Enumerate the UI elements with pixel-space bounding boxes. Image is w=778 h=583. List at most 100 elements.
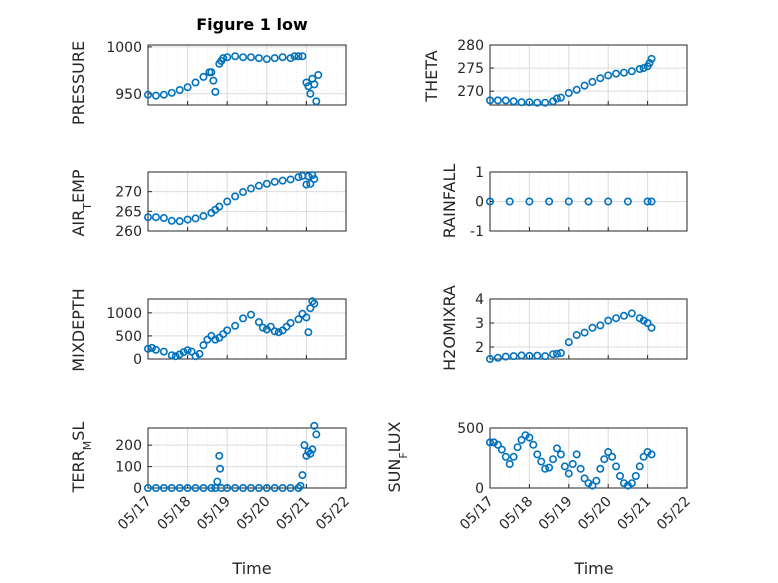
data-point xyxy=(159,214,168,223)
ytick-label: 2 xyxy=(475,340,484,356)
ytick-label: 0 xyxy=(133,352,142,368)
data-point xyxy=(552,444,561,453)
data-point xyxy=(647,54,656,63)
data-point xyxy=(183,346,192,355)
data-point xyxy=(580,328,589,337)
data-point xyxy=(239,483,248,492)
data-point xyxy=(525,197,534,206)
data-point xyxy=(219,54,228,63)
data-point xyxy=(187,347,196,356)
data-point xyxy=(497,445,506,454)
ytick-label: 0 xyxy=(475,481,484,497)
ytick-label: 1000 xyxy=(106,40,142,56)
ytick-label: 260 xyxy=(115,224,142,240)
data-point xyxy=(588,481,597,490)
data-point xyxy=(191,78,200,87)
data-point xyxy=(286,175,295,184)
ylabel-theta: THETA xyxy=(422,50,441,102)
data-point xyxy=(619,68,628,77)
data-point xyxy=(144,344,153,353)
axes-mixdepth: 0 500 1000 xyxy=(106,297,347,368)
data-point xyxy=(262,483,271,492)
axes-sun-flux: 0 500 05/17 05/18 05/19 05/20 05/21 05/22 xyxy=(457,421,694,533)
ytick-label: 280 xyxy=(457,38,484,54)
data-point xyxy=(556,450,565,459)
data-point xyxy=(304,447,313,456)
xtick-label: 05/21 xyxy=(615,494,655,534)
axes-air-temp: 260 265 270 xyxy=(115,171,347,240)
data-point xyxy=(207,483,216,492)
data-point xyxy=(171,352,180,361)
data-point xyxy=(525,433,534,442)
data-point xyxy=(556,93,565,102)
data-point xyxy=(529,440,538,449)
data-point xyxy=(517,351,526,360)
data-point xyxy=(262,55,271,64)
data-point xyxy=(183,215,192,224)
data-point xyxy=(254,54,263,63)
data-point xyxy=(144,213,153,222)
data-point xyxy=(604,447,613,456)
data-point xyxy=(314,71,323,80)
data-point xyxy=(199,72,208,81)
data-point xyxy=(215,451,224,460)
data-point xyxy=(643,197,652,206)
data-point xyxy=(175,483,184,492)
data-point xyxy=(159,90,168,99)
data-point xyxy=(159,483,168,492)
ytick-label: 0 xyxy=(133,481,142,497)
xtick-label: 05/22 xyxy=(654,494,694,534)
data-point xyxy=(612,69,621,78)
figure-title: Figure 1 low xyxy=(196,15,308,34)
data-point xyxy=(246,483,255,492)
ylabel-h2omixra: H2OMIXRA xyxy=(440,285,459,371)
data-point xyxy=(493,440,502,449)
data-point xyxy=(564,197,573,206)
data-point xyxy=(485,96,494,105)
data-point xyxy=(223,53,232,62)
data-point xyxy=(310,299,319,308)
data-point xyxy=(576,464,585,473)
data-point xyxy=(175,86,184,95)
xlabel-right: Time xyxy=(573,559,613,578)
data-point xyxy=(211,87,220,96)
xtick-label: 05/19 xyxy=(194,494,234,534)
xtick-label: 05/20 xyxy=(575,494,615,534)
data-point xyxy=(619,311,628,320)
data-point xyxy=(612,462,621,471)
data-point xyxy=(616,471,625,480)
data-point xyxy=(501,96,510,105)
xtick-label: 05/18 xyxy=(155,494,195,534)
data-point xyxy=(258,323,267,332)
data-point xyxy=(308,445,317,454)
xtick-label: 05/17 xyxy=(457,494,497,534)
ylabel-pressure: PRESSURE xyxy=(69,41,88,125)
data-point xyxy=(147,343,156,352)
data-point xyxy=(306,179,315,188)
data-point xyxy=(296,481,305,490)
data-point xyxy=(278,53,287,62)
data-point xyxy=(223,197,232,206)
data-point xyxy=(541,98,550,107)
data-point xyxy=(207,68,216,77)
data-point xyxy=(505,459,514,468)
xtick-label: 05/19 xyxy=(536,494,576,534)
ylabel-air-temp: AIRTEMP xyxy=(69,169,94,236)
data-point xyxy=(647,323,656,332)
data-point xyxy=(270,483,279,492)
data-point xyxy=(545,197,554,206)
data-point xyxy=(564,338,573,347)
ytick-label: 4 xyxy=(475,292,484,308)
axes-pressure: 950 1000 xyxy=(106,40,347,106)
data-point xyxy=(199,212,208,221)
data-point xyxy=(560,462,569,471)
data-point xyxy=(564,89,573,98)
data-point xyxy=(639,64,648,73)
data-point xyxy=(541,464,550,473)
data-point xyxy=(549,455,558,464)
data-point xyxy=(223,483,232,492)
ytick-label: 275 xyxy=(457,61,484,77)
ylabel-rainfall: RAINFALL xyxy=(440,164,459,239)
data-point xyxy=(596,464,605,473)
data-point xyxy=(246,184,255,193)
